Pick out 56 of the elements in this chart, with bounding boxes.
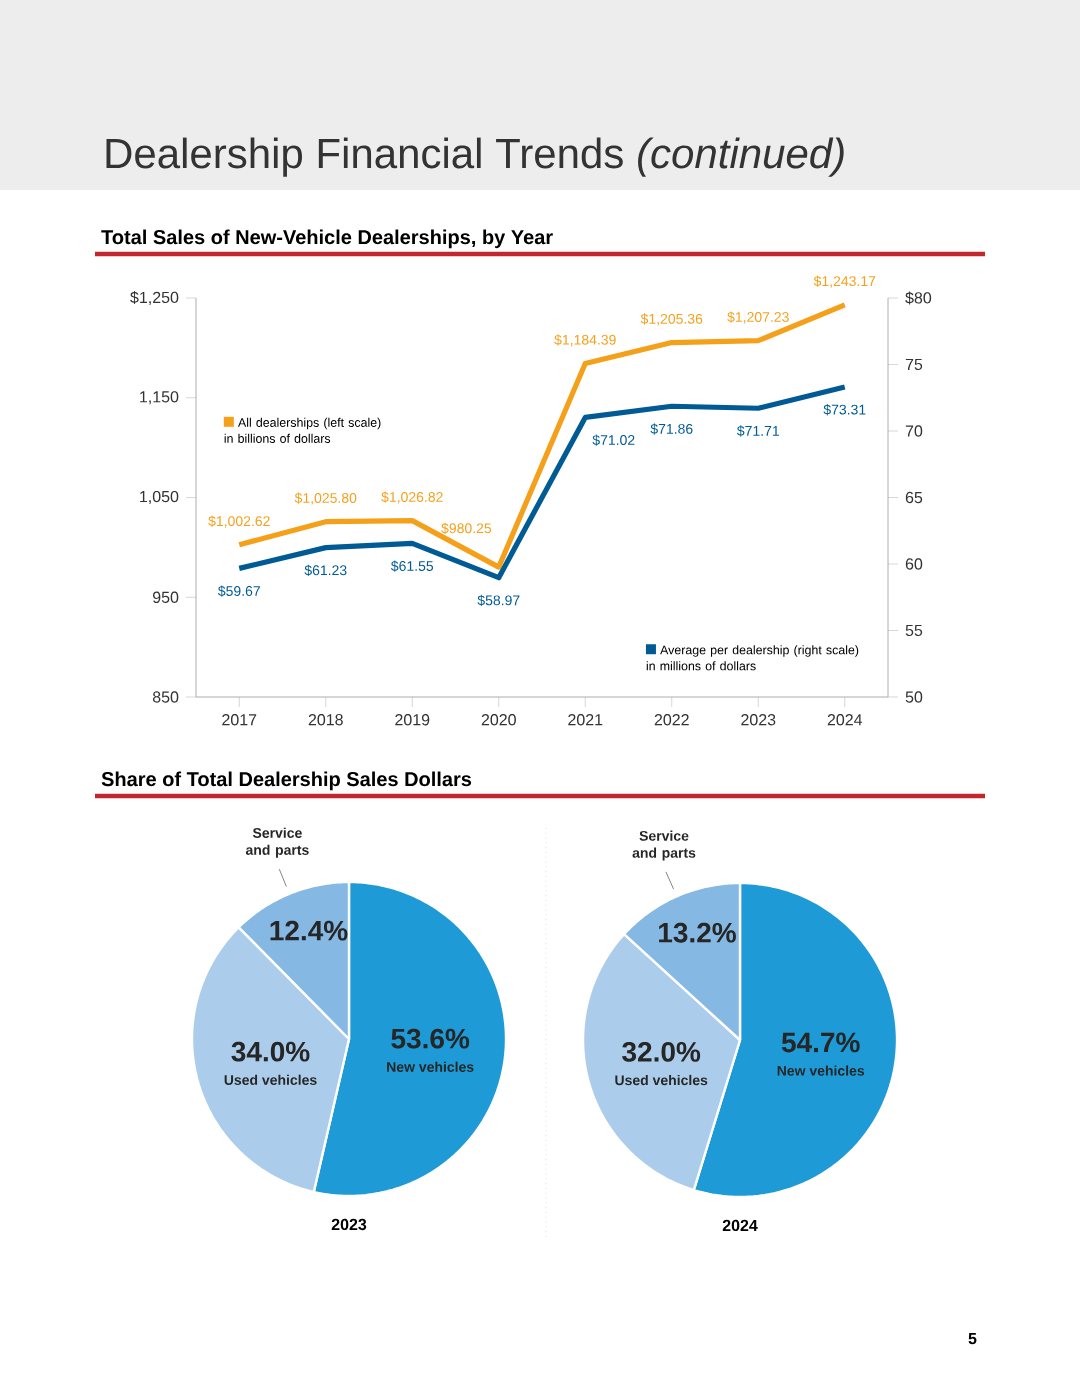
data-label: 54.7%	[781, 1032, 860, 1053]
y-tick-label: 1,150	[140, 391, 179, 405]
slice-label: New vehicles	[777, 1065, 865, 1076]
data-label: $61.55	[391, 560, 434, 572]
x-tick-label: 2019	[395, 714, 430, 726]
data-label: $71.71	[737, 425, 779, 437]
y-tick-label: 950	[153, 591, 179, 603]
x-tick-label: 2022	[654, 714, 689, 726]
y2-tick-label: 60	[905, 558, 923, 570]
data-label: $59.67	[218, 585, 260, 597]
slice-label: Service and parts	[632, 830, 696, 861]
data-label: $71.86	[650, 423, 693, 435]
chart-title: Dealership Financial Trends (continued)	[106, 137, 844, 177]
text: 2024	[722, 1219, 758, 1232]
chart-title: Share of Total Dealership Sales Dollars	[101, 771, 472, 791]
x-tick-label: 2017	[222, 714, 257, 726]
x-tick-label: 2021	[568, 714, 603, 726]
data-label: $1,026.82	[381, 491, 443, 504]
y2-tick-label: 70	[905, 425, 923, 437]
data-label: $980.25	[441, 522, 492, 535]
x-tick-label: 2023	[741, 714, 776, 726]
y-tick-label: 1,050	[140, 490, 179, 505]
x-tick-label: 2018	[308, 714, 343, 726]
text: 2023	[331, 1218, 367, 1231]
chart-subtitle: Total Sales of New-Vehicle Dealerships, by Year	[101, 229, 553, 249]
legend-label: Average per dealership (right scale) in millions of dollars	[646, 645, 859, 671]
legend-label: All dealerships (left scale) in billions of dollars	[224, 417, 381, 443]
data-label: $58.97	[477, 594, 520, 607]
slice-label: Used vehicles	[224, 1074, 317, 1085]
y2-tick-label: 55	[905, 624, 923, 637]
data-label: $1,184.39	[554, 334, 616, 347]
data-label: $71.02	[592, 434, 635, 446]
text: 5	[968, 1333, 977, 1345]
x-tick-label: 2024	[827, 714, 863, 726]
slice-label: New vehicles	[387, 1061, 474, 1072]
data-label: $1,243.17	[813, 275, 876, 288]
data-label: 32.0%	[622, 1041, 701, 1062]
data-label: $1,025.80	[294, 492, 357, 505]
y2-tick-label: 75	[905, 358, 923, 371]
data-label: $1,002.62	[208, 515, 270, 528]
slice-label: Service and parts	[245, 827, 309, 858]
data-label: $1,205.36	[640, 313, 703, 326]
slice-label: Used vehicles	[615, 1074, 708, 1086]
data-label: $73.31	[823, 404, 866, 416]
data-label: $61.23	[304, 564, 347, 577]
y2-tick-label: 50	[905, 691, 923, 703]
data-label: 12.4%	[270, 920, 348, 941]
data-label: 34.0%	[231, 1041, 310, 1062]
x-tick-label: 2020	[481, 714, 516, 726]
data-label: 13.2%	[659, 922, 736, 943]
y2-tick-label: $80	[905, 291, 932, 305]
y-tick-label: 850	[152, 691, 179, 703]
data-label: $1,207.23	[727, 311, 789, 324]
y-tick-label: $1,250	[130, 291, 179, 305]
data-label: 53.6%	[391, 1028, 470, 1049]
y2-tick-label: 65	[905, 491, 923, 504]
